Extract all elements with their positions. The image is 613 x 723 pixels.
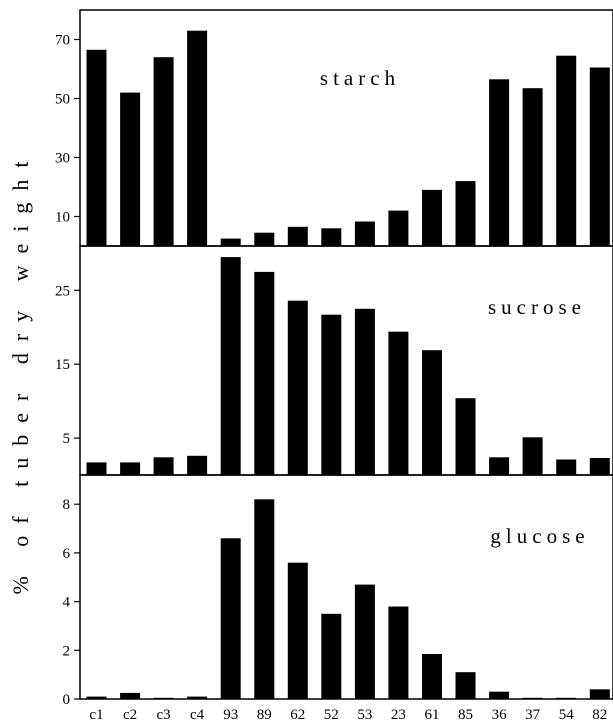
starch-y-tick-label-10: 10 [55, 210, 70, 226]
starch-bar-54 [556, 55, 577, 247]
glucose-y-axis: 0 2 4 6 8 [63, 497, 80, 708]
sucrose-y-tick-label-25: 25 [55, 283, 70, 299]
glucose-bar-61 [422, 654, 442, 699]
starch-bar-23 [388, 210, 409, 246]
starch-bar-61 [422, 189, 442, 246]
glucose-bar-54 [556, 697, 577, 699]
starch-panel: starch 10 30 50 70 [55, 9, 613, 247]
x-category-label-61: 61 [425, 707, 440, 723]
x-category-label-53: 53 [357, 707, 372, 723]
x-category-label-c3: c3 [157, 707, 171, 723]
sucrose-bar-62 [287, 300, 308, 475]
sucrose-y-tick-label-5: 5 [63, 431, 71, 447]
starch-bar-89 [254, 232, 275, 246]
starch-bar-93 [220, 238, 241, 246]
sucrose-y-axis: 5 15 25 [55, 283, 80, 447]
glucose-bar-23 [388, 606, 409, 699]
starch-bar-c2 [120, 92, 141, 246]
sucrose-bar-37 [522, 437, 543, 475]
glucose-bar-93 [220, 538, 241, 699]
sucrose-panel: sucrose 5 15 25 [55, 245, 613, 476]
y-axis-label: % of tuber dry weight [8, 149, 33, 594]
sucrose-bar-85 [455, 398, 476, 475]
glucose-panel-title: glucose [490, 524, 589, 548]
sucrose-bar-82 [589, 458, 610, 475]
sucrose-bar-53 [354, 308, 375, 475]
starch-bar-c3 [153, 57, 174, 247]
x-category-label-93: 93 [223, 707, 238, 723]
starch-bar-52 [321, 228, 342, 246]
x-category-label-62: 62 [290, 707, 305, 723]
glucose-bar-89 [254, 499, 275, 699]
x-category-label-85: 85 [458, 707, 473, 723]
x-axis-category-labels: c1 c2 c3 c4 93 89 62 52 53 23 61 85 36 37 54 82 [89, 707, 607, 723]
glucose-panel: glucose 0 2 4 6 8 [63, 474, 613, 708]
sucrose-bar-54 [556, 459, 577, 475]
starch-bar-c4 [187, 30, 208, 247]
sucrose-bar-36 [489, 457, 510, 475]
glucose-bar-c1 [86, 696, 107, 699]
sucrose-bar-c3 [153, 457, 174, 475]
glucose-bar-c3 [153, 697, 174, 699]
x-category-label-54: 54 [559, 707, 575, 723]
glucose-bar-85 [455, 672, 476, 699]
glucose-y-tick-label-8: 8 [63, 497, 71, 513]
starch-bar-c1 [86, 49, 107, 246]
x-category-label-82: 82 [592, 707, 607, 723]
x-category-label-36: 36 [492, 707, 508, 723]
starch-bar-53 [354, 221, 375, 246]
glucose-bar-52 [321, 613, 342, 699]
x-category-label-c2: c2 [123, 707, 137, 723]
glucose-y-tick-label-4: 4 [63, 595, 71, 611]
sucrose-bar-c1 [86, 462, 107, 475]
glucose-bars [86, 499, 610, 699]
starch-bar-85 [455, 181, 476, 246]
x-category-label-c4: c4 [190, 707, 205, 723]
starch-panel-title: starch [320, 66, 400, 90]
starch-bars [86, 30, 610, 247]
starch-bar-82 [589, 67, 610, 246]
sucrose-bar-52 [321, 314, 342, 475]
sucrose-bar-89 [254, 271, 275, 475]
starch-y-tick-label-70: 70 [55, 33, 70, 49]
sucrose-bar-61 [422, 350, 442, 475]
sucrose-bar-c4 [187, 455, 208, 475]
glucose-y-tick-label-6: 6 [63, 546, 71, 562]
glucose-y-tick-label-0: 0 [63, 692, 71, 708]
glucose-bar-53 [354, 584, 375, 699]
x-category-label-23: 23 [391, 707, 406, 723]
starch-y-tick-label-50: 50 [55, 92, 70, 108]
glucose-bar-36 [489, 691, 510, 699]
sucrose-y-tick-label-15: 15 [55, 357, 70, 373]
x-category-label-c1: c1 [89, 707, 103, 723]
glucose-panel-frame [79, 474, 613, 700]
starch-y-axis: 10 30 50 70 [55, 33, 80, 226]
x-category-label-37: 37 [525, 707, 541, 723]
glucose-bar-c2 [120, 692, 141, 699]
sucrose-bar-93 [220, 257, 241, 475]
starch-bar-36 [489, 79, 510, 246]
glucose-bar-c4 [187, 696, 208, 699]
glucose-bar-82 [589, 689, 610, 699]
sucrose-bar-c2 [120, 462, 141, 475]
glucose-bar-37 [522, 697, 543, 699]
glucose-y-tick-label-2: 2 [63, 643, 71, 659]
sucrose-bars [86, 257, 610, 475]
starch-bar-62 [287, 226, 308, 246]
x-category-label-89: 89 [257, 707, 272, 723]
sucrose-panel-title: sucrose [488, 295, 586, 319]
x-category-label-52: 52 [324, 707, 339, 723]
starch-bar-37 [522, 88, 543, 246]
sucrose-bar-23 [388, 331, 409, 475]
starch-y-tick-label-30: 30 [55, 151, 70, 167]
glucose-bar-62 [287, 562, 308, 699]
